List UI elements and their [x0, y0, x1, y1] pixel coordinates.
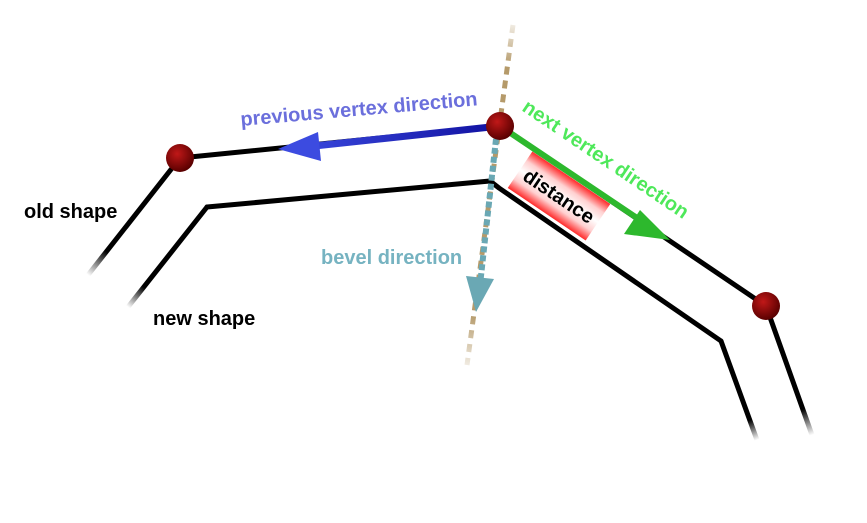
- bevel-direction-label: bevel direction: [321, 247, 462, 269]
- vertex-center: [486, 112, 514, 140]
- new-shape-line: [125, 178, 760, 443]
- vertex-right: [752, 292, 780, 320]
- old-shape-label: old shape: [24, 201, 117, 223]
- vertex-left: [166, 144, 194, 172]
- bevel-direction-arrow: [466, 129, 500, 312]
- distance-band: [507, 151, 611, 241]
- new-shape-label: new shape: [153, 308, 255, 330]
- old-shape-line: [85, 123, 815, 438]
- previous-vertex-arrow: [278, 122, 504, 161]
- next-vertex-arrow: [497, 123, 670, 240]
- previous-vertex-direction-label: previous vertex direction: [240, 88, 479, 131]
